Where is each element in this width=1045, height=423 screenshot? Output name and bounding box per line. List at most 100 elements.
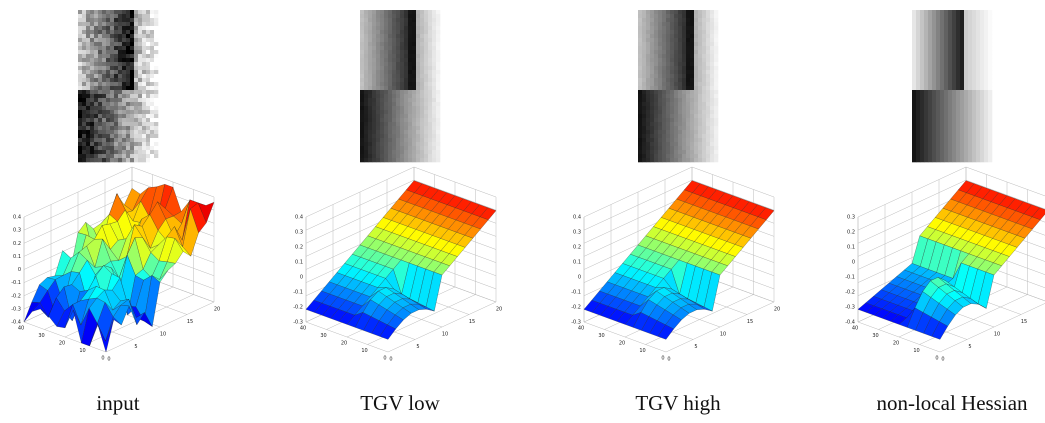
pixel: [404, 50, 409, 55]
pixel: [658, 98, 663, 103]
pixel: [936, 154, 941, 159]
pixel: [388, 106, 393, 111]
pixel: [702, 22, 707, 27]
pixel: [94, 126, 99, 131]
pixel: [960, 82, 965, 87]
pixel: [150, 30, 155, 35]
pixel: [976, 138, 981, 143]
pixel: [78, 102, 83, 107]
pixel: [78, 22, 83, 27]
pixel: [110, 34, 115, 39]
pixel: [114, 38, 119, 43]
pixel: [90, 42, 95, 47]
pixel: [952, 42, 957, 47]
pixel: [138, 34, 143, 39]
y-tick-label: 0: [107, 357, 110, 363]
pixel: [416, 42, 421, 47]
pixel: [146, 90, 151, 95]
pixel: [404, 34, 409, 39]
pixel: [670, 18, 675, 23]
pixel: [956, 126, 961, 131]
pixel: [944, 10, 949, 15]
pixel: [924, 10, 929, 15]
pixel: [98, 10, 103, 15]
pixel: [86, 106, 91, 111]
pixel: [968, 150, 973, 155]
pixel: [706, 70, 711, 75]
pixel: [956, 30, 961, 35]
pixel: [702, 58, 707, 63]
pixel: [400, 34, 405, 39]
pixel: [142, 146, 147, 151]
pixel: [404, 74, 409, 79]
pixel: [436, 78, 441, 83]
pixel: [666, 30, 671, 35]
pixel: [154, 30, 159, 35]
pixel: [90, 94, 95, 99]
pixel: [436, 58, 441, 63]
axis-line: [131, 166, 215, 198]
pixel: [424, 90, 429, 95]
pixel: [928, 102, 933, 107]
pixel: [690, 42, 695, 47]
pixel: [956, 122, 961, 127]
pixel: [98, 30, 103, 35]
pixel: [126, 90, 131, 95]
pixel: [126, 138, 131, 143]
pixel: [920, 110, 925, 115]
pixel: [936, 34, 941, 39]
pixel: [94, 34, 99, 39]
pixel: [384, 90, 389, 95]
pixel: [122, 122, 127, 127]
pixel: [706, 110, 711, 115]
pixel: [436, 102, 441, 107]
pixel: [436, 138, 441, 143]
pixel: [658, 82, 663, 87]
pixel: [368, 18, 373, 23]
pixel: [388, 158, 393, 163]
pixel: [674, 98, 679, 103]
pixel: [150, 118, 155, 123]
pixel: [912, 142, 917, 147]
pixel: [134, 146, 139, 151]
pixel: [416, 70, 421, 75]
pixel: [94, 22, 99, 27]
pixel: [150, 98, 155, 103]
pixel: [984, 86, 989, 91]
pixel: [404, 54, 409, 59]
pixel: [940, 158, 945, 163]
pixel: [670, 94, 675, 99]
pixel: [392, 62, 397, 67]
pixel: [400, 102, 405, 107]
pixel: [392, 34, 397, 39]
pixel: [920, 42, 925, 47]
pixel: [960, 106, 965, 111]
pixel: [960, 46, 965, 51]
pixel: [976, 142, 981, 147]
z-tick-label: 0.1: [847, 245, 855, 251]
pixel: [968, 126, 973, 131]
pixel: [78, 122, 83, 127]
pixel: [964, 10, 969, 15]
pixel: [710, 50, 715, 55]
pixel: [988, 134, 993, 139]
pixel: [396, 94, 401, 99]
pixel: [678, 94, 683, 99]
pixel: [952, 14, 957, 19]
pixel: [956, 106, 961, 111]
pixel: [912, 10, 917, 15]
pixel: [916, 142, 921, 147]
pixel: [968, 146, 973, 151]
pixel: [972, 122, 977, 127]
pixel: [646, 38, 651, 43]
pixel: [424, 98, 429, 103]
pixel: [360, 70, 365, 75]
pixel: [82, 10, 87, 15]
pixel: [638, 114, 643, 119]
pixel: [694, 150, 699, 155]
pixel: [150, 66, 155, 71]
pixel: [698, 58, 703, 63]
pixel: [944, 46, 949, 51]
pixel: [956, 66, 961, 71]
pixel: [682, 58, 687, 63]
